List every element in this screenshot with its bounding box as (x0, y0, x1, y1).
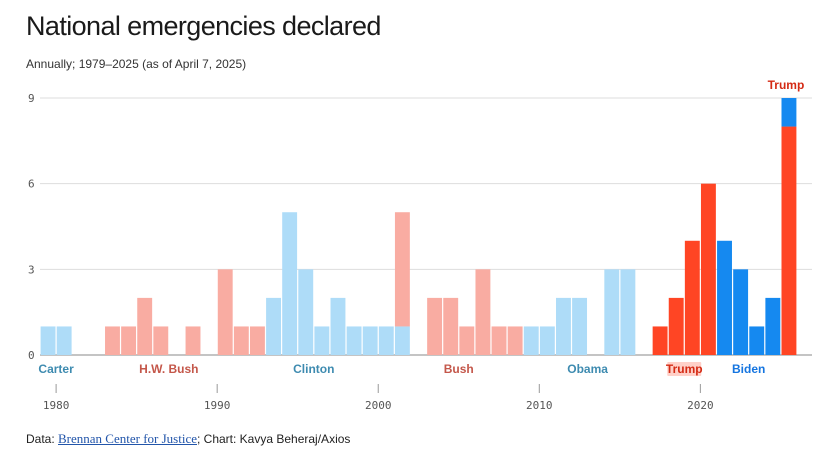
president-label: Carter (38, 362, 74, 376)
president-label: Trump (666, 362, 703, 376)
x-tick-label: 1980 (43, 399, 70, 412)
bar-rep-1986 (153, 326, 169, 355)
bar-rep-1988 (185, 326, 201, 355)
bar-rep-2020 (700, 183, 716, 355)
bar-dem-2023 (749, 326, 765, 355)
president-label: Biden (732, 362, 765, 376)
bar-dem-2022 (733, 269, 749, 355)
bar-rep-2008 (507, 326, 523, 355)
bar-rep-1983 (105, 326, 120, 355)
bar-dem-1979 (40, 326, 56, 355)
x-tick-label: 1990 (204, 399, 231, 412)
bar-dem-1993 (266, 297, 281, 355)
x-tick-label: 2010 (526, 399, 553, 412)
annotations: Trump (768, 78, 805, 92)
bar-rep-1985 (137, 297, 153, 355)
x-tick-label: 2000 (365, 399, 392, 412)
bars (40, 98, 797, 355)
bar-rep-2025 (781, 126, 797, 355)
bar-dem-1995 (298, 269, 314, 355)
bar-dem-2015 (620, 269, 636, 355)
bar-rep-2003 (427, 297, 443, 355)
president-label: Bush (444, 362, 474, 376)
source-link[interactable]: Brennan Center for Justice (58, 431, 197, 446)
bar-rep-2005 (459, 326, 475, 355)
bar-dem-2010 (539, 326, 555, 355)
bar-dem-1994 (282, 212, 298, 355)
bar-dem-2000 (378, 326, 394, 355)
president-label: Obama (567, 362, 608, 376)
bar-dem-2012 (572, 297, 588, 355)
bar-rep-1992 (249, 326, 265, 355)
y-tick-label: 0 (28, 349, 35, 362)
chart-subtitle: Annually; 1979–2025 (as of April 7, 2025… (26, 57, 247, 71)
bar-rep-1984 (121, 326, 137, 355)
y-tick-label: 3 (28, 263, 35, 276)
president-labels: Carter H.W. Bush Clinton Bush Obama Trump Bide… (38, 362, 765, 376)
y-axis-ticks: 0 3 6 9 (28, 92, 35, 362)
x-tick-label: 2020 (687, 399, 714, 412)
bar-dem-2001 (394, 326, 410, 355)
bar-rep-1991 (233, 326, 249, 355)
bar-dem-1997 (330, 297, 346, 355)
bar-rep-2019 (684, 240, 700, 355)
bar-dem-2021 (717, 240, 732, 355)
bar-rep-2006 (475, 269, 491, 355)
bar-dem-1998 (346, 326, 362, 355)
bar-rep-2007 (491, 326, 507, 355)
president-label: H.W. Bush (139, 362, 198, 376)
bar-dem-2025 (781, 98, 797, 127)
bar-dem-2011 (556, 297, 571, 355)
annotation-label: Trump (768, 78, 805, 92)
y-tick-label: 9 (28, 92, 35, 105)
bar-dem-1996 (314, 326, 330, 355)
footer-prefix: Data: (26, 432, 59, 446)
chart-footer: Data: Brennan Center for Justice; Chart:… (26, 431, 350, 447)
chart-title: National emergencies declared (26, 11, 381, 41)
bar-rep-2004 (443, 297, 459, 355)
bar-dem-1980 (56, 326, 72, 355)
bar-rep-2018 (668, 297, 684, 355)
bar-rep-2017 (652, 326, 668, 355)
president-label: Clinton (293, 362, 334, 376)
bar-dem-2009 (523, 326, 539, 355)
bar-dem-2014 (604, 269, 620, 355)
y-tick-label: 6 (28, 178, 35, 191)
bar-dem-1999 (362, 326, 378, 355)
bar-dem-2024 (765, 297, 781, 355)
bar-rep-2001 (394, 212, 410, 327)
x-axis-ticks: 1980 1990 2000 2010 2020 (43, 384, 714, 412)
bar-rep-1990 (217, 269, 233, 355)
footer-suffix: ; Chart: Kavya Beheraj/Axios (197, 432, 351, 446)
trump-label-highlight (667, 362, 702, 376)
